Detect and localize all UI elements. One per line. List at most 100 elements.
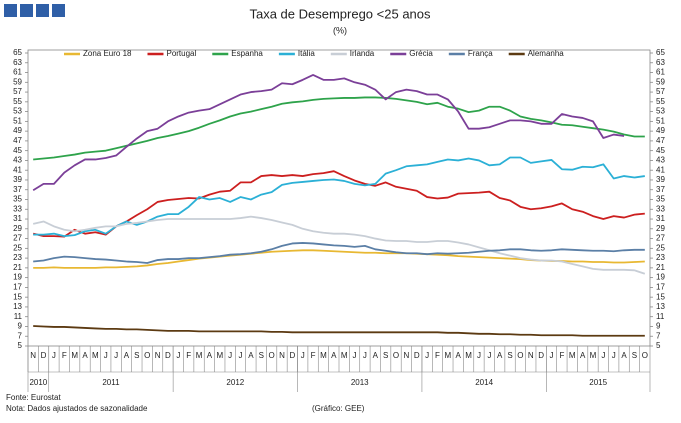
y-tick-label: 17 (13, 283, 22, 292)
x-tick-label: M (71, 351, 78, 360)
x-tick-label: M (341, 351, 348, 360)
x-tick-label: S (383, 351, 388, 360)
logo-square (20, 4, 33, 17)
y2-tick-label: 13 (656, 302, 665, 311)
y-tick-label: 43 (13, 156, 22, 165)
x-tick-label: J (612, 351, 616, 360)
x-tick-label: D (41, 351, 47, 360)
x-tick-label: D (289, 351, 295, 360)
x-tick-label: A (373, 351, 379, 360)
x-tick-label: M (590, 351, 597, 360)
legend-label: Espanha (231, 49, 263, 58)
x-tick-label: A (331, 351, 337, 360)
y-tick-label: 9 (18, 322, 23, 331)
y-tick-label: 33 (13, 204, 22, 213)
year-label: 2014 (475, 378, 493, 387)
y-tick-label: 5 (18, 341, 23, 350)
x-tick-label: J (104, 351, 108, 360)
y-tick-label: 29 (13, 224, 22, 233)
y-tick-label: 41 (13, 165, 22, 174)
x-tick-label: F (435, 351, 440, 360)
x-tick-label: M (92, 351, 99, 360)
x-tick-label: S (259, 351, 264, 360)
year-label: 2013 (351, 378, 369, 387)
y2-tick-label: 45 (656, 146, 665, 155)
y-tick-label: 63 (13, 58, 22, 67)
y-tick-label: 49 (13, 126, 22, 135)
x-tick-label: N (528, 351, 534, 360)
y2-tick-label: 9 (656, 322, 661, 331)
x-tick-label: N (155, 351, 161, 360)
note: Nota: Dados ajustados de sazonalidade (6, 404, 148, 413)
y2-tick-label: 39 (656, 175, 665, 184)
y2-tick-label: 37 (656, 185, 665, 194)
y2-tick-label: 25 (656, 243, 665, 252)
y-tick-label: 59 (13, 77, 22, 86)
x-tick-label: A (82, 351, 88, 360)
series-line (33, 249, 645, 269)
year-label: 2010 (29, 378, 47, 387)
x-tick-label: M (445, 351, 452, 360)
y2-tick-label: 43 (656, 156, 665, 165)
y2-tick-label: 31 (656, 214, 665, 223)
y2-tick-label: 19 (656, 273, 665, 282)
y-tick-label: 25 (13, 243, 22, 252)
x-tick-label: J (550, 351, 554, 360)
y-tick-label: 61 (13, 68, 22, 77)
y-tick-label: 13 (13, 302, 22, 311)
y2-tick-label: 53 (656, 107, 665, 116)
y2-tick-label: 63 (656, 58, 665, 67)
x-tick-label: A (124, 351, 130, 360)
legend-label: Itália (298, 49, 315, 58)
legend-label: Portugal (166, 49, 196, 58)
year-label: 2011 (102, 378, 120, 387)
x-tick-label: A (456, 351, 462, 360)
legend-label: Irlanda (350, 49, 375, 58)
x-tick-label: O (144, 351, 150, 360)
y-tick-label: 19 (13, 273, 22, 282)
y2-tick-label: 47 (656, 136, 665, 145)
plot-frame (27, 49, 651, 347)
x-tick-label: F (311, 351, 316, 360)
y2-tick-label: 33 (656, 204, 665, 213)
x-tick-label: O (393, 351, 399, 360)
y-tick-label: 51 (13, 116, 22, 125)
x-tick-label: M (196, 351, 203, 360)
y-tick-label: 35 (13, 195, 22, 204)
x-tick-label: M (569, 351, 576, 360)
y2-tick-label: 51 (656, 116, 665, 125)
y-tick-label: 57 (13, 87, 22, 96)
legend-label: França (468, 49, 493, 58)
chart-subtitle: (%) (333, 25, 347, 35)
x-tick-label: J (301, 351, 305, 360)
x-tick-label: M (465, 351, 472, 360)
y-tick-label: 47 (13, 136, 22, 145)
y-tick-label: 23 (13, 253, 22, 262)
x-tick-label: N (403, 351, 409, 360)
y2-tick-label: 23 (656, 253, 665, 262)
x-tick-label: A (207, 351, 213, 360)
x-tick-label: A (621, 351, 627, 360)
series-line (32, 215, 646, 275)
x-tick-label: J (601, 351, 605, 360)
y2-tick-label: 65 (656, 48, 665, 57)
x-tick-label: J (176, 351, 180, 360)
y2-tick-label: 29 (656, 224, 665, 233)
y2-tick-label: 27 (656, 234, 665, 243)
x-tick-label: J (228, 351, 232, 360)
credit: (Gráfico: GEE) (312, 404, 365, 413)
y-tick-label: 21 (13, 263, 22, 272)
y2-tick-label: 15 (656, 292, 665, 301)
legend-label: Zona Euro 18 (83, 49, 132, 58)
y-tick-label: 7 (18, 331, 23, 340)
legend-label: Grécia (409, 49, 433, 58)
y2-tick-label: 5 (656, 341, 661, 350)
y-tick-label: 11 (14, 312, 23, 321)
legend-label: Alemanha (528, 49, 565, 58)
series-line (33, 96, 645, 161)
y2-tick-label: 17 (656, 283, 665, 292)
x-tick-label: N (30, 351, 36, 360)
series-line (33, 325, 645, 337)
y-tick-label: 31 (13, 214, 22, 223)
